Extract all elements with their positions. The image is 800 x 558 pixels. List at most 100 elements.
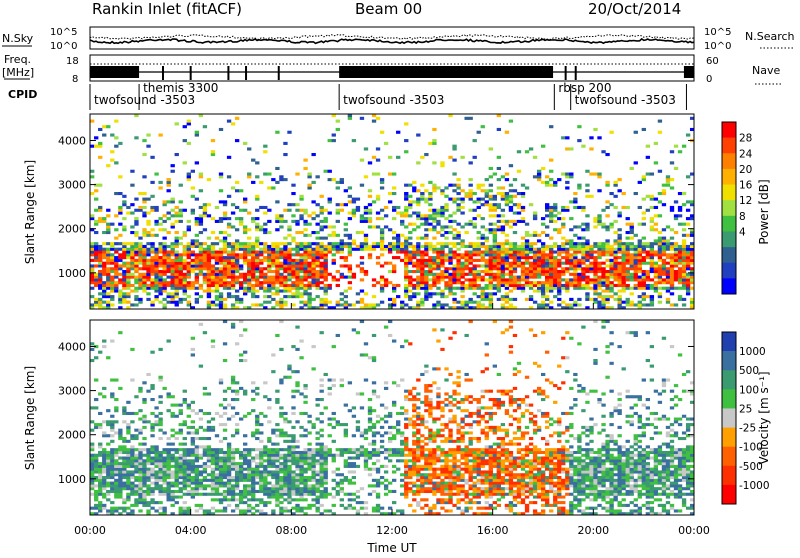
heatmap-cell xyxy=(187,273,191,276)
heatmap-cell xyxy=(146,259,150,262)
heatmap-cell xyxy=(392,242,396,245)
heatmap-cell xyxy=(247,473,251,476)
heatmap-cell xyxy=(412,295,416,298)
heatmap-cell xyxy=(255,392,259,395)
heatmap-cell xyxy=(634,253,638,256)
heatmap-cell xyxy=(638,223,642,226)
heatmap-cell xyxy=(150,412,154,415)
heatmap-cell xyxy=(138,301,142,304)
heatmap-cell xyxy=(114,284,118,287)
heatmap-cell xyxy=(360,184,364,187)
heatmap-cell xyxy=(227,454,231,457)
heatmap-cell xyxy=(585,251,589,254)
heatmap-cell xyxy=(110,256,114,259)
heatmap-cell xyxy=(207,278,211,281)
heatmap-cell xyxy=(191,493,195,496)
heatmap-cell xyxy=(183,390,187,393)
heatmap-cell xyxy=(191,195,195,198)
heatmap-cell xyxy=(662,242,666,245)
heatmap-cell xyxy=(110,303,114,306)
heatmap-cell xyxy=(279,273,283,276)
heatmap-cell xyxy=(195,259,199,262)
heatmap-cell xyxy=(332,134,336,137)
heatmap-cell xyxy=(307,267,311,270)
heatmap-cell xyxy=(114,262,118,265)
heatmap-cell xyxy=(561,237,565,240)
heatmap-cell xyxy=(98,248,102,251)
heatmap-cell xyxy=(114,120,118,123)
heatmap-cell xyxy=(251,276,255,279)
heatmap-cell xyxy=(525,251,529,254)
heatmap-cell xyxy=(267,465,271,468)
heatmap-cell xyxy=(263,479,267,482)
heatmap-cell xyxy=(162,248,166,251)
heatmap-cell xyxy=(400,214,404,217)
heatmap-cell xyxy=(593,220,597,223)
heatmap-cell xyxy=(158,465,162,468)
heatmap-cell xyxy=(344,228,348,231)
heatmap-cell xyxy=(501,303,505,306)
heatmap-cell xyxy=(275,398,279,401)
heatmap-cell xyxy=(509,189,513,192)
heatmap-cell xyxy=(424,214,428,217)
heatmap-cell xyxy=(263,287,267,290)
heatmap-cell xyxy=(255,303,259,306)
heatmap-cell xyxy=(175,245,179,248)
heatmap-cell xyxy=(251,476,255,479)
heatmap-cell xyxy=(452,251,456,254)
heatmap-cell xyxy=(255,161,259,164)
heatmap-cell xyxy=(195,253,199,256)
heatmap-cell xyxy=(477,303,481,306)
heatmap-cell xyxy=(448,198,452,201)
heatmap-cell xyxy=(686,223,690,226)
heatmap-cell xyxy=(328,284,332,287)
heatmap-cell xyxy=(605,228,609,231)
heatmap-cell xyxy=(134,295,138,298)
heatmap-cell xyxy=(90,454,94,457)
heatmap-cell xyxy=(307,415,311,418)
heatmap-cell xyxy=(291,267,295,270)
heatmap-cell xyxy=(460,303,464,306)
heatmap-cell xyxy=(142,443,146,446)
heatmap-cell xyxy=(90,287,94,290)
noise-right-tick-top: 10^5 xyxy=(704,27,731,38)
heatmap-cell xyxy=(315,256,319,259)
heatmap-cell xyxy=(601,295,605,298)
heatmap-cell xyxy=(195,217,199,220)
heatmap-cell xyxy=(142,381,146,384)
heatmap-cell xyxy=(674,245,678,248)
heatmap-cell xyxy=(247,484,251,487)
heatmap-cell xyxy=(646,273,650,276)
noise-sky-trace xyxy=(90,39,694,44)
heatmap-cell xyxy=(509,225,513,228)
heatmap-cell xyxy=(187,245,191,248)
heatmap-cell xyxy=(501,276,505,279)
heatmap-cell xyxy=(295,504,299,507)
heatmap-cell xyxy=(126,440,130,443)
heatmap-cell xyxy=(231,225,235,228)
heatmap-cell xyxy=(396,239,400,242)
heatmap-cell xyxy=(473,273,477,276)
heatmap-cell xyxy=(267,173,271,176)
heatmap-cell xyxy=(537,264,541,267)
heatmap-cell xyxy=(215,284,219,287)
heatmap-cell xyxy=(295,267,299,270)
colorbar-swatch xyxy=(722,169,736,185)
heatmap-cell xyxy=(199,245,203,248)
heatmap-cell xyxy=(195,281,199,284)
heatmap-cell xyxy=(154,248,158,251)
heatmap-cell xyxy=(247,212,251,215)
heatmap-cell xyxy=(175,253,179,256)
heatmap-cell xyxy=(295,251,299,254)
heatmap-cell xyxy=(303,259,307,262)
heatmap-cell xyxy=(199,175,203,178)
heatmap-cell xyxy=(630,253,634,256)
heatmap-cell xyxy=(303,482,307,485)
heatmap-cell xyxy=(605,278,609,281)
heatmap-cell xyxy=(509,195,513,198)
heatmap-cell xyxy=(110,379,114,382)
heatmap-cell xyxy=(138,484,142,487)
heatmap-cell xyxy=(456,231,460,234)
heatmap-cell xyxy=(171,482,175,485)
heatmap-cell xyxy=(231,251,235,254)
